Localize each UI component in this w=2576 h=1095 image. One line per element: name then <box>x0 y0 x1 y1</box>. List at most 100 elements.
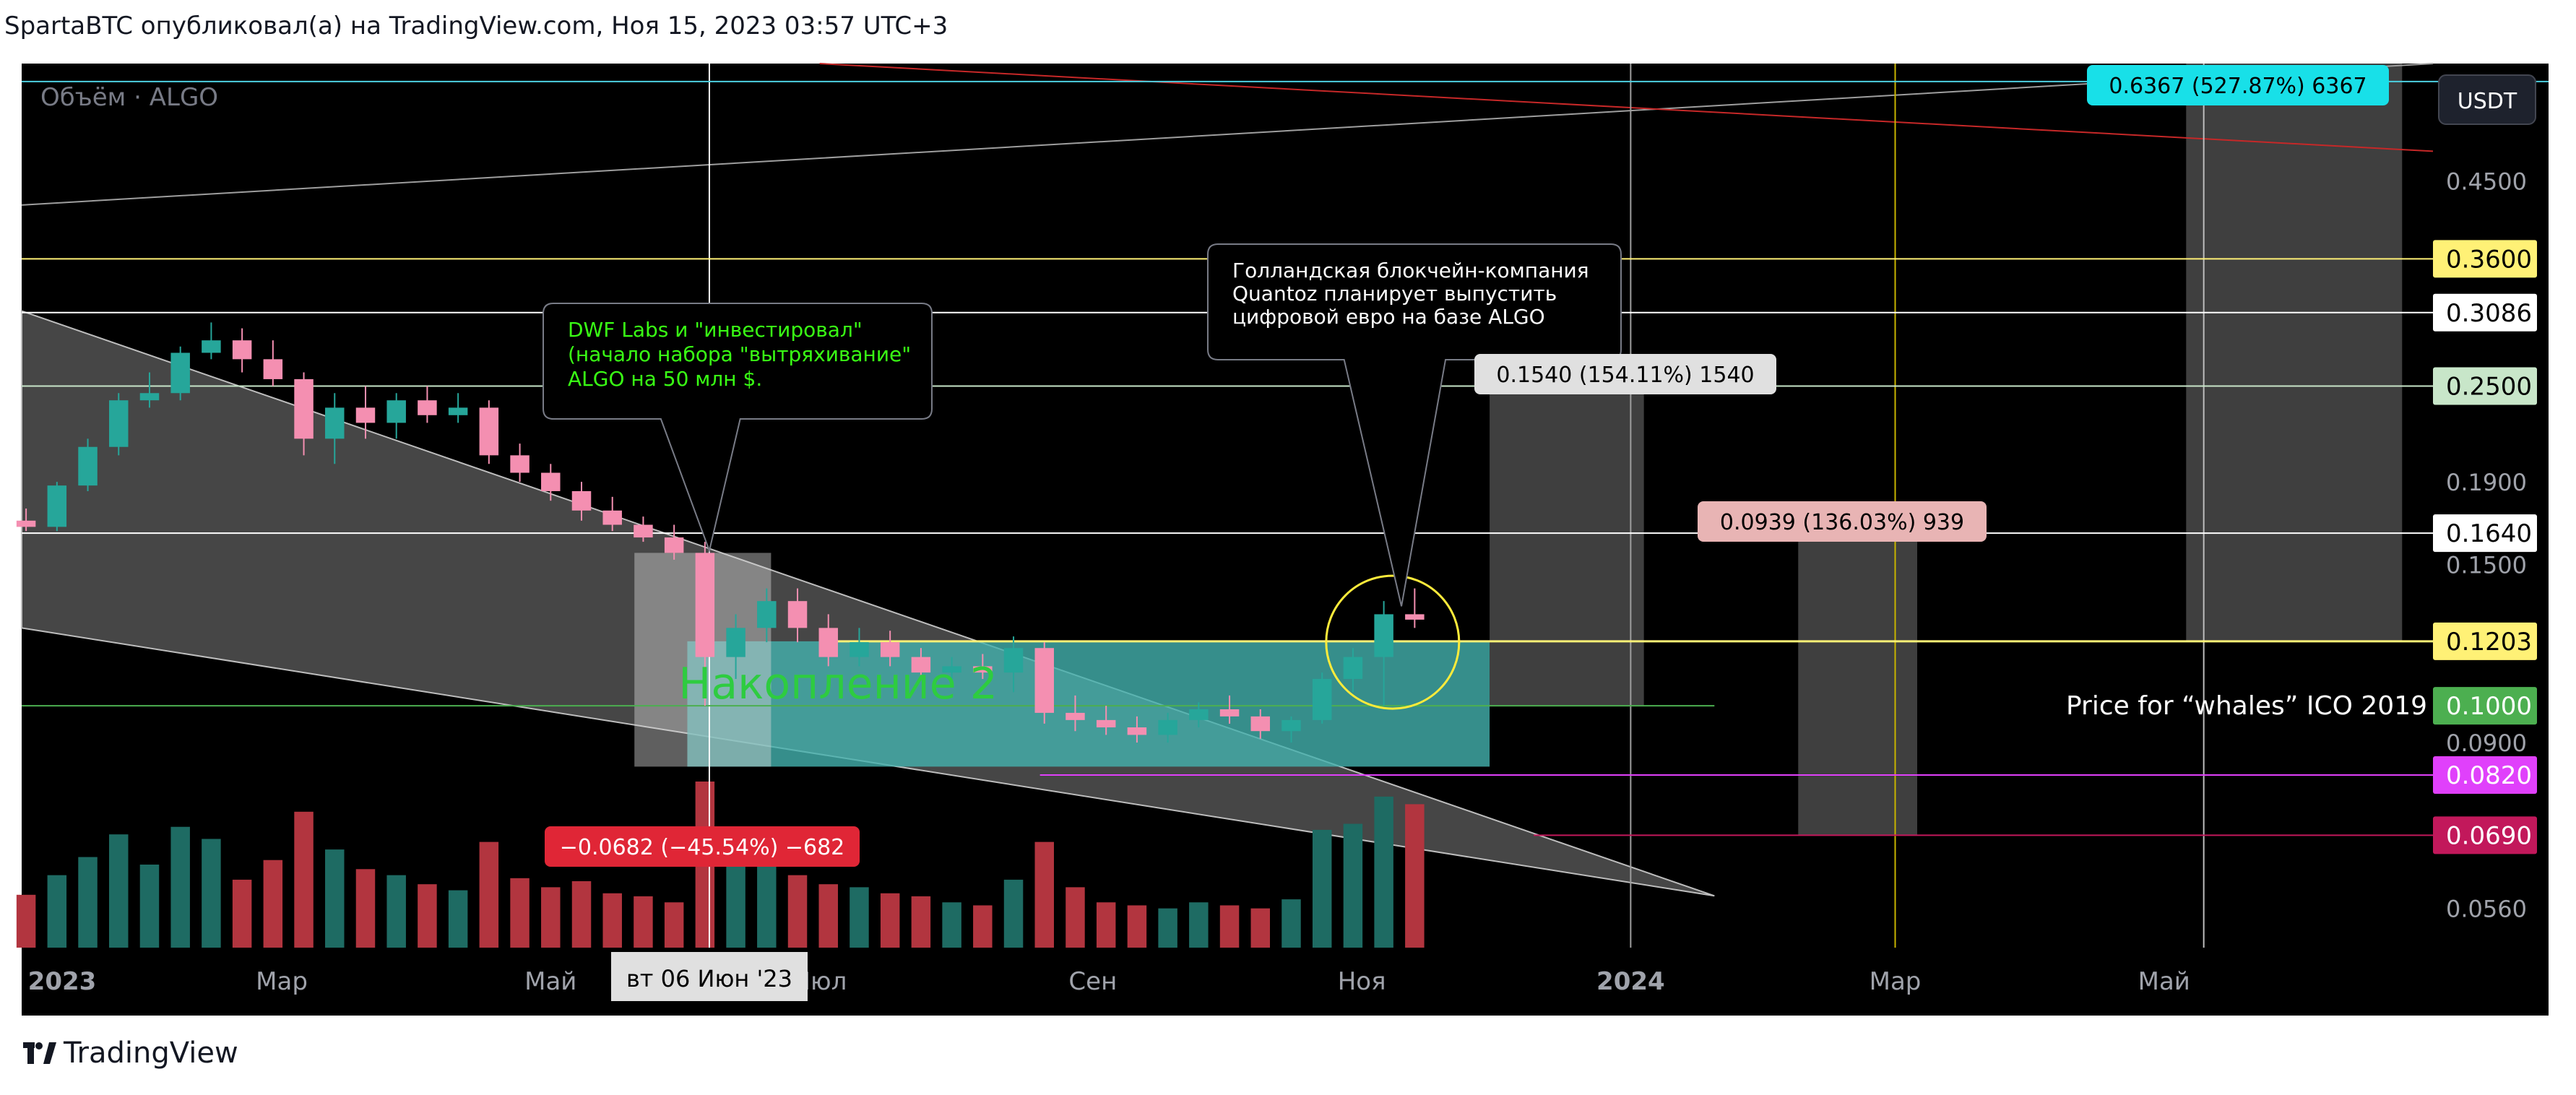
candle-body <box>418 400 437 415</box>
volume-bar <box>757 865 777 948</box>
volume-bar <box>355 869 376 948</box>
candle-body <box>1219 709 1240 717</box>
volume-bar <box>942 902 961 948</box>
candle-body <box>1096 719 1116 728</box>
price-level-badge <box>2433 816 2537 854</box>
volume-bar <box>1405 804 1425 948</box>
footer: TradingView <box>23 1036 238 1070</box>
candle-body <box>1312 678 1332 720</box>
candle-body <box>47 485 67 527</box>
volume-bar <box>510 878 530 948</box>
price-level-label: 0.1640 <box>2446 519 2532 548</box>
candle-body <box>355 407 376 423</box>
dwf-callout-bubble <box>543 303 933 553</box>
volume-bar <box>1312 829 1332 948</box>
candle-body <box>602 510 622 525</box>
price-tick-label: 0.1500 <box>2446 551 2527 579</box>
diagonal-grey-line <box>21 63 2434 206</box>
candle-body <box>1158 719 1177 735</box>
candle-body <box>1405 614 1425 620</box>
chart-background <box>22 64 2440 1016</box>
candle-body <box>1189 709 1209 720</box>
price-level-label: 0.0820 <box>2446 761 2532 790</box>
volume-bar <box>664 902 684 948</box>
volume-bar <box>1281 899 1301 948</box>
candle-body <box>1066 712 1085 720</box>
time-tick-label: 2024 <box>1596 967 1665 996</box>
measure-drop-label: −0.0682 (−45.54%) −682 <box>545 826 860 867</box>
price-level-badge <box>2433 240 2537 278</box>
candle-body <box>695 553 715 657</box>
candle-body <box>880 642 900 657</box>
currency-badge[interactable]: USDT <box>2438 74 2536 125</box>
price-tick-label: 0.4500 <box>2446 168 2527 196</box>
time-tick-label: Мар <box>256 967 308 996</box>
price-tick-label: 0.0900 <box>2446 730 2527 757</box>
candle-body <box>634 524 653 538</box>
accumulation-label: Накопление 2 <box>678 659 998 709</box>
volume-bar <box>479 841 499 948</box>
candle-body <box>448 407 468 415</box>
quantoz-callout-bubble <box>1207 243 1622 607</box>
volume-bar <box>1127 905 1147 948</box>
volume-bar <box>571 881 592 948</box>
measure-label-1-text: 0.1540 (154.11%) 1540 <box>1496 363 1754 388</box>
candle-body <box>664 537 684 553</box>
volume-bar <box>47 875 67 948</box>
volume-bar <box>850 887 869 948</box>
volume-bar <box>880 893 900 948</box>
candle-body <box>78 446 98 486</box>
candle-body <box>510 455 530 473</box>
volume-bar <box>263 860 283 948</box>
candle-body <box>170 352 190 394</box>
volume-bar <box>1003 879 1024 948</box>
volume-bar <box>232 879 252 948</box>
measure-drop-label-text: −0.0682 (−45.54%) −682 <box>560 835 845 860</box>
quantoz-callout-line: цифровой евро на базе ALGO <box>1232 305 1545 329</box>
measure-label-3-bg <box>2087 65 2389 105</box>
volume-bar <box>78 857 98 948</box>
volume-bar <box>16 894 36 948</box>
dwf-callout-line: (начало набора "вытряхивание" <box>568 342 911 366</box>
candle-body <box>1374 614 1393 657</box>
tradingview-logo-icon[interactable] <box>23 1042 56 1064</box>
candle-body <box>942 666 961 673</box>
candle-body <box>726 628 745 657</box>
price-tick-label: 0.1900 <box>2446 469 2527 496</box>
candle-body <box>850 642 869 657</box>
time-tick-label: Май <box>2138 967 2190 996</box>
dwf-callout-line: ALGO на 50 млн $. <box>568 367 762 391</box>
price-level-label: 0.2500 <box>2446 372 2532 401</box>
candle-body <box>479 407 499 456</box>
volume-bar <box>170 826 190 948</box>
time-tick-label: 2023 <box>28 967 97 996</box>
price-chart[interactable]: Объём · ALGO Накопление 2 Price for “whale… <box>0 0 2576 1026</box>
candle-body <box>1034 648 1054 713</box>
candle-body <box>541 472 561 491</box>
volume-bar <box>1250 908 1271 948</box>
volume-bar <box>1219 905 1240 948</box>
candle-body <box>911 657 931 673</box>
currency-badge-label: USDT <box>2458 89 2517 114</box>
volume-bar <box>418 884 437 948</box>
axis-layer: 0.55000.45000.19000.15000.09000.05600.36… <box>28 74 2537 1001</box>
measure-label-2-bg <box>1698 501 1987 542</box>
volume-bar <box>634 896 653 948</box>
candle-body <box>973 666 993 673</box>
measure-label-2: 0.0939 (136.03%) 939 <box>1698 501 1987 542</box>
publish-header: SpartaBTC опубликовал(а) на TradingView.… <box>4 12 948 40</box>
volume-legend: Объём · ALGO <box>40 83 218 112</box>
projection-box-1 <box>1490 386 1644 706</box>
volume-bar <box>602 893 622 948</box>
volume-bar <box>1158 908 1177 948</box>
candle-body <box>1343 657 1363 679</box>
candle-body <box>202 340 221 353</box>
measure-label-1: 0.1540 (154.11%) 1540 <box>1474 354 1776 394</box>
highlight-circle <box>1325 574 1461 710</box>
candle-body <box>294 378 314 439</box>
candle-body <box>109 400 129 447</box>
tradingview-brand: TradingView <box>64 1036 238 1070</box>
volume-bar <box>1034 841 1054 948</box>
volume-bar <box>1343 823 1363 948</box>
volume-bar <box>973 905 993 948</box>
